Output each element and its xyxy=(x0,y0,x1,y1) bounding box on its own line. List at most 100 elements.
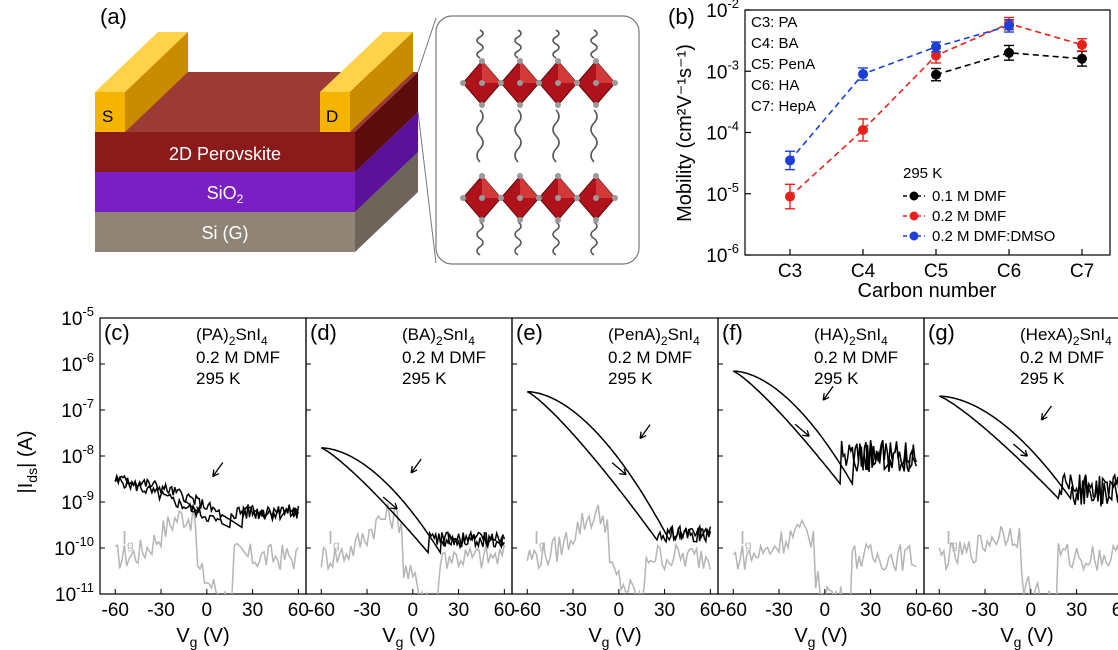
mobility-plot-frame xyxy=(744,9,1111,256)
atom xyxy=(460,80,466,86)
mobility-point xyxy=(1004,20,1014,31)
mobility-x-tick-label: C6 xyxy=(997,261,1021,282)
compound-label: (BA)2SnI4 xyxy=(402,325,475,348)
atom xyxy=(593,102,599,108)
concentration-label: 0.2 M DMF xyxy=(1020,348,1104,367)
atom xyxy=(593,195,599,201)
atom xyxy=(555,58,561,64)
atom xyxy=(574,195,580,201)
concentration-label: 0.2 M DMF xyxy=(814,348,898,367)
transfer-y-axis-title: |Ids| (A) xyxy=(15,431,40,494)
organic-ligand xyxy=(476,109,484,163)
gate-current-label: Ig xyxy=(946,528,958,552)
mobility-series-line xyxy=(935,52,1083,76)
transfer-x-axis-title: Vg (V) xyxy=(588,625,641,650)
legend-entry: 0.2 M DMF xyxy=(932,208,1006,225)
perovskite-label: 2D Perovskite xyxy=(169,144,281,164)
mobility-series-line xyxy=(789,25,1010,161)
concentration-label: 0.2 M DMF xyxy=(196,348,280,367)
mobility-x-axis-title: Carbon number xyxy=(858,280,997,302)
mobility-x-tick-label: C3 xyxy=(778,261,802,282)
carbon-key-entry: C7: HepA xyxy=(751,98,816,115)
transfer-panel-label: (e) xyxy=(516,320,543,345)
sweep-arrow-up xyxy=(1040,405,1052,421)
mobility-y-tick-label: 10-5 xyxy=(706,180,739,206)
gate-current-label: Ig xyxy=(534,528,546,552)
drain-label: D xyxy=(326,107,338,126)
sweep-arrow-up xyxy=(410,458,422,474)
perovskite-side xyxy=(355,72,418,172)
transfer-x-tick-label: -60 xyxy=(514,600,541,621)
transfer-panel-label: (c) xyxy=(104,320,130,345)
atom xyxy=(612,195,618,201)
organic-ligand xyxy=(514,109,522,163)
atom xyxy=(517,217,523,223)
perovskite-front xyxy=(95,132,355,172)
transfer-y-tick-label: 10-9 xyxy=(61,488,94,514)
crystal-structure xyxy=(460,29,618,256)
gate-current-trace xyxy=(938,525,1118,594)
atom xyxy=(517,102,523,108)
carbon-key: C3: PA C4: BA C5: PenA C6: HA C7: HepA xyxy=(751,14,816,115)
panel-label-a: (a) xyxy=(100,4,127,29)
sweep-arrow-down xyxy=(794,423,810,437)
gate-current-trace xyxy=(320,503,506,594)
octahedron-face xyxy=(558,61,577,83)
sweep-arrow-up xyxy=(639,424,651,440)
gate-current-trace xyxy=(114,505,299,594)
transfer-panel-label: (g) xyxy=(928,320,955,345)
atom xyxy=(555,217,561,223)
transfer-x-tick-label: -60 xyxy=(926,600,953,621)
atom xyxy=(593,173,599,179)
carbon-key-entry: C4: BA xyxy=(751,35,799,52)
mobility-y-tick-label: 10-3 xyxy=(706,57,739,83)
zoom-line-bottom xyxy=(417,111,437,264)
organic-ligand xyxy=(476,29,484,59)
drain-current-forward xyxy=(114,473,300,529)
transfer-x-tick-label: 30 xyxy=(448,600,469,621)
atom xyxy=(593,58,599,64)
drain-current-reverse xyxy=(321,447,506,555)
transfer-x-tick-label: 60 xyxy=(288,600,309,621)
transfer-y-tick-label: 10-7 xyxy=(61,396,94,422)
atom xyxy=(479,173,485,179)
atom xyxy=(498,195,504,201)
atom xyxy=(479,195,485,201)
panel-label-b: (b) xyxy=(668,4,695,29)
transfer-x-tick-label: 30 xyxy=(1066,600,1087,621)
transfer-y-tick-label: 10-6 xyxy=(61,350,94,376)
organic-ligand xyxy=(552,109,560,163)
gate-current-trace xyxy=(526,504,712,594)
transfer-plot-area xyxy=(526,390,712,594)
gate-current-label: Ig xyxy=(740,528,752,552)
transfer-x-tick-label: -30 xyxy=(353,600,380,621)
mobility-point xyxy=(858,69,868,80)
mobility-x-tick-label: C4 xyxy=(851,261,876,282)
gate-current-label: Ig xyxy=(122,528,134,552)
atom xyxy=(536,80,542,86)
atom xyxy=(479,217,485,223)
transfer-x-tick-label: -30 xyxy=(765,600,792,621)
transfer-x-axis-title: Vg (V) xyxy=(794,625,847,650)
mobility-y-axis: 10-6 10-5 10-4 10-3 10-2 xyxy=(706,0,751,267)
transfer-plot-area xyxy=(732,370,918,594)
drain-current-forward xyxy=(939,395,1118,507)
carbon-key-entry: C5: PenA xyxy=(751,56,815,73)
compound-label: (HA)2SnI4 xyxy=(814,325,888,348)
octahedron-face xyxy=(596,176,615,198)
atom xyxy=(593,80,599,86)
sweep-arrow-down xyxy=(184,500,200,514)
mobility-point xyxy=(785,191,795,202)
atom xyxy=(555,173,561,179)
sweep-arrow-up xyxy=(822,385,834,401)
oxide-label: SiO2 xyxy=(207,183,244,206)
octahedron-face xyxy=(596,61,615,83)
legend-swatch-marker xyxy=(909,231,919,241)
transfer-x-axis-title: Vg (V) xyxy=(1000,625,1053,650)
transfer-x-tick-label: -60 xyxy=(308,600,335,621)
atom xyxy=(555,195,561,201)
